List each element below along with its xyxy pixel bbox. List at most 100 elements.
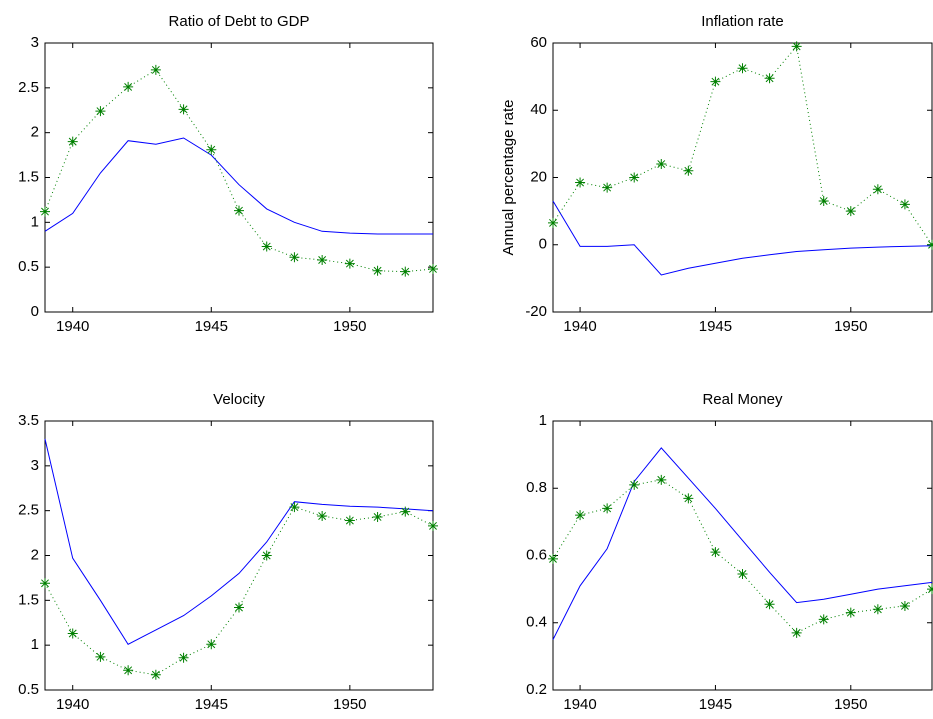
star-marker — [764, 73, 775, 84]
star-marker — [548, 217, 558, 228]
star-marker — [344, 258, 355, 269]
series-line — [44, 438, 434, 645]
star-marker — [261, 550, 272, 561]
star-marker — [150, 64, 161, 75]
star-marker — [289, 252, 300, 263]
star-marker — [372, 265, 383, 276]
star-marker — [317, 254, 328, 265]
star-marker — [150, 669, 161, 680]
x-tick-label: 1940 — [56, 318, 89, 335]
star-marker — [737, 63, 748, 74]
y-tick-label: 0.2 — [526, 681, 547, 698]
x-tick-label: 1945 — [195, 696, 228, 713]
series-line — [44, 137, 433, 235]
star-marker — [95, 106, 106, 117]
star-marker — [261, 241, 272, 252]
star-marker — [344, 515, 355, 526]
y-tick-label: 20 — [530, 168, 547, 185]
star-marker — [428, 520, 438, 531]
star-marker — [289, 502, 300, 513]
x-tick-label: 1945 — [699, 696, 732, 713]
star-marker — [123, 665, 134, 676]
star-marker — [899, 199, 910, 210]
star-marker — [629, 479, 640, 490]
subplot: Real Money 0.2 0.4 0.6 0.8 1 1940 1945 1950 — [526, 391, 933, 713]
star-marker — [818, 196, 829, 207]
y-tick-label: 2 — [31, 124, 39, 141]
x-tick-label: 1950 — [333, 318, 366, 335]
star-marker — [40, 206, 50, 217]
x-tick-label: 1940 — [563, 696, 596, 713]
star-marker — [845, 206, 856, 217]
y-tick-label: 40 — [530, 101, 547, 118]
subplot-title: Inflation rate — [701, 13, 784, 30]
y-tick-label: 2 — [31, 546, 39, 563]
star-marker — [872, 184, 883, 195]
star-marker — [206, 144, 217, 155]
star-marker — [428, 263, 438, 274]
y-tick-label: 60 — [530, 34, 547, 51]
y-tick-label: 3 — [31, 457, 39, 474]
y-tick-label: 0.8 — [526, 479, 547, 496]
y-tick-label: 0.4 — [526, 614, 547, 631]
star-marker — [575, 510, 586, 521]
star-marker — [764, 599, 775, 610]
x-tick-label: 1945 — [195, 318, 228, 335]
star-marker — [927, 239, 933, 250]
y-tick-label: 0.6 — [526, 546, 547, 563]
star-marker — [872, 604, 883, 615]
y-tick-label: 1.5 — [18, 168, 39, 185]
star-marker — [95, 651, 106, 662]
y-tick-label: 3 — [31, 34, 39, 51]
series-line — [552, 200, 933, 276]
star-marker — [400, 266, 411, 277]
subplot-title: Real Money — [702, 391, 783, 408]
star-marker — [40, 578, 50, 589]
star-marker — [548, 553, 558, 564]
star-marker — [656, 159, 667, 170]
y-axis-label: Annual percentage rate — [500, 100, 517, 256]
x-tick-label: 1945 — [699, 318, 732, 335]
star-marker — [178, 104, 189, 115]
y-tick-label: 0.5 — [18, 681, 39, 698]
star-marker — [737, 568, 748, 579]
series-line — [552, 45, 933, 246]
y-tick-label: 0 — [31, 303, 39, 320]
axes-box — [552, 420, 933, 691]
axes-box — [552, 42, 933, 313]
star-marker — [927, 584, 933, 595]
x-tick-label: 1940 — [56, 696, 89, 713]
y-tick-label: 0.5 — [18, 258, 39, 275]
y-tick-label: 3.5 — [18, 412, 39, 429]
x-tick-label: 1940 — [563, 318, 596, 335]
subplot: Velocity 0.5 1 1.5 2 2.5 3 3.5 1940 1945 1950 — [18, 391, 438, 713]
subplot: Inflation rate Annual percentage rate -20 0… — [500, 13, 933, 335]
y-tick-label: 2.5 — [18, 79, 39, 96]
star-marker — [234, 205, 244, 216]
star-marker — [372, 511, 383, 522]
star-marker — [602, 503, 613, 514]
star-marker — [656, 474, 667, 485]
subplot: Ratio of Debt to GDP 0 0.5 1 1.5 2 2.5 3 1940 194… — [18, 13, 438, 335]
star-marker — [602, 182, 613, 193]
series-line — [44, 69, 434, 273]
series-line — [44, 506, 434, 676]
star-marker — [206, 639, 217, 650]
x-tick-label: 1950 — [834, 696, 867, 713]
axes-box — [44, 420, 434, 691]
x-tick-label: 1950 — [834, 318, 867, 335]
y-tick-label: 0 — [539, 236, 547, 253]
star-marker — [791, 627, 802, 638]
star-marker — [317, 511, 328, 522]
axes-box — [44, 42, 434, 313]
star-marker — [178, 652, 189, 663]
series-line — [552, 447, 933, 640]
subplot-title: Velocity — [213, 391, 265, 408]
star-marker — [710, 547, 721, 558]
star-marker — [845, 607, 856, 618]
star-marker — [683, 493, 694, 504]
y-tick-label: 1 — [31, 636, 39, 653]
star-marker — [67, 136, 78, 147]
star-marker — [67, 628, 78, 639]
